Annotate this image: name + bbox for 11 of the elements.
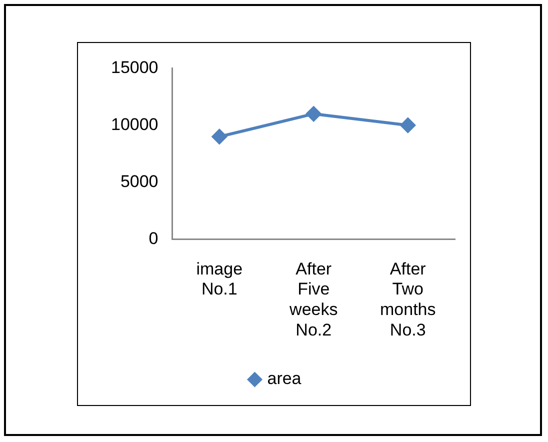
y-tick-label: 0 [148, 229, 158, 248]
point [212, 129, 227, 144]
y-tick-label: 15000 [110, 58, 158, 77]
x-tick-label: After Five weeks No.2 [288, 259, 338, 340]
point [306, 106, 322, 122]
x-tick-label: image No.1 [196, 259, 243, 299]
point [400, 118, 416, 133]
y-tick-label: 5000 [120, 172, 158, 192]
x-tick-label: After Two months No.3 [380, 259, 436, 340]
legend-label: area [267, 369, 302, 388]
y-tick-label: 10000 [110, 114, 158, 134]
